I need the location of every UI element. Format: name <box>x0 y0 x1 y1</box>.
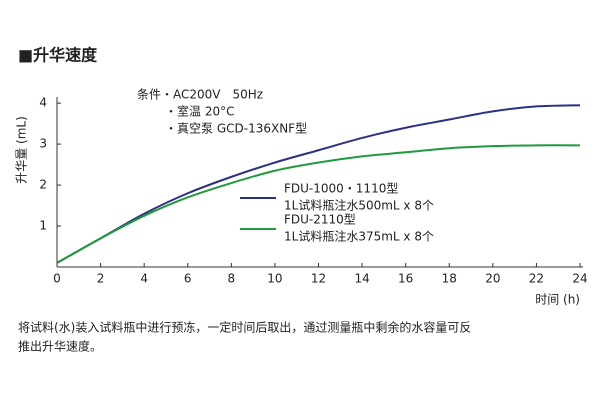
legend-detail: 1L试料瓶注水500mL x 8个 <box>284 198 434 213</box>
y-tick-label: 4 <box>39 96 47 110</box>
y-axis-label: 升华量 (mL) <box>15 116 29 184</box>
chart-title: ■升华速度 <box>18 46 98 65</box>
legend-label: FDU-1000・1110型 <box>284 182 398 196</box>
series-line <box>56 144 581 264</box>
x-tick-label: 4 <box>140 272 148 286</box>
x-tick-label: 22 <box>529 272 544 286</box>
footnote: 推出升华速度。 <box>18 339 102 354</box>
x-tick-label: 6 <box>184 272 192 286</box>
x-axis-label: 时间 (h) <box>535 293 580 307</box>
y-tick-label: 2 <box>39 178 47 192</box>
x-tick-label: 14 <box>354 272 369 286</box>
x-tick-label: 0 <box>53 272 61 286</box>
x-tick-label: 2 <box>97 272 105 286</box>
condition: ・室温 20°C <box>165 104 234 119</box>
legend-label: FDU-2110型 <box>284 213 356 227</box>
series-line <box>56 104 581 264</box>
x-tick-label: 20 <box>485 272 500 286</box>
condition: 条件・AC200V 50Hz <box>137 88 263 102</box>
legend-detail: 1L试料瓶注水375mL x 8个 <box>284 229 434 244</box>
x-tick-label: 12 <box>311 272 326 286</box>
x-tick-label: 18 <box>442 272 457 286</box>
x-tick-label: 10 <box>267 272 282 286</box>
x-tick-label: 8 <box>228 272 236 286</box>
y-tick-label: 1 <box>39 219 47 233</box>
y-tick-label: 3 <box>39 137 47 151</box>
footnote: 将试料(水)装入试料瓶中进行预冻，一定时间后取出，通过测量瓶中剩余的水容量可反 <box>18 320 471 335</box>
x-tick-label: 24 <box>572 272 587 286</box>
x-tick-label: 16 <box>398 272 413 286</box>
condition: ・真空泵 GCD-136XNF型 <box>165 122 307 136</box>
